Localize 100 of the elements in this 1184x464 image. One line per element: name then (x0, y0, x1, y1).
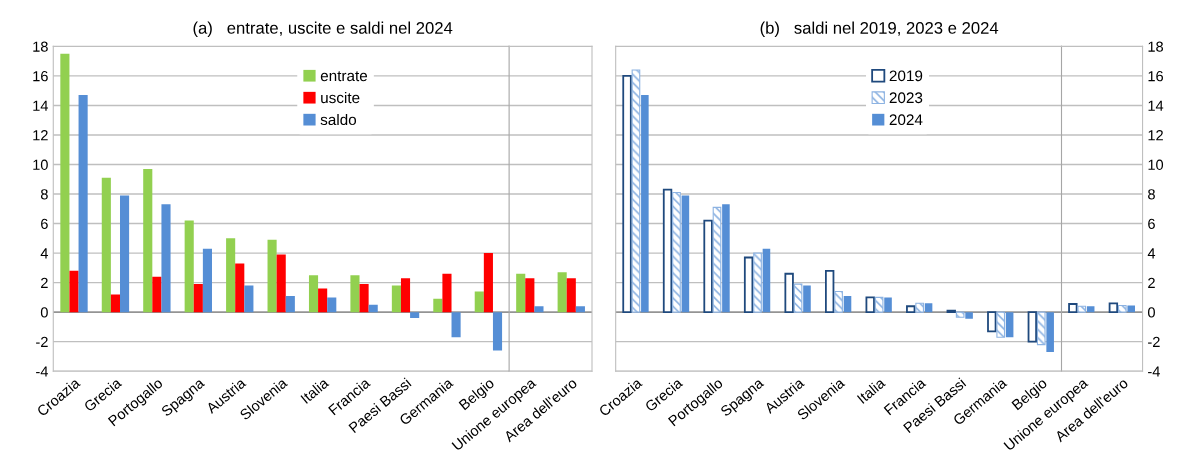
bar (143, 168, 153, 313)
y-tick-label: 12 (33, 130, 48, 141)
bar (1036, 311, 1046, 346)
y-tick-label: 6 (41, 218, 48, 229)
bar (516, 273, 526, 313)
legend-label: uscite (321, 91, 360, 104)
bar (327, 297, 337, 313)
bar (267, 239, 277, 313)
bar (955, 311, 965, 318)
bar (622, 75, 632, 314)
bar (712, 206, 722, 313)
y-tick-label: 16 (1148, 71, 1163, 82)
bar (641, 95, 649, 313)
bar (834, 290, 843, 313)
y-tick-label: 2 (1148, 277, 1155, 288)
bar (226, 238, 236, 313)
bar (703, 219, 713, 314)
y-tick-label: 0 (40, 307, 48, 318)
bar (824, 269, 835, 314)
y-tick-label: 2 (41, 277, 48, 288)
bar (152, 276, 162, 313)
bar (631, 69, 641, 313)
y-tick-label: 0 (1147, 307, 1155, 318)
bar (1046, 312, 1054, 353)
bar (965, 312, 973, 319)
legend-label: saldo (320, 113, 357, 126)
bar (78, 95, 88, 313)
legend-label: entrate (320, 71, 368, 82)
y-tick-label: 10 (1148, 159, 1164, 170)
y-tick-label: 12 (1148, 130, 1163, 141)
bar (884, 297, 892, 313)
legend-label: 2023 (889, 92, 923, 104)
bar (874, 296, 884, 313)
bar (350, 275, 360, 313)
bar (987, 311, 997, 333)
bar (525, 278, 535, 313)
bar (865, 296, 875, 314)
y-tick-label: 6 (1148, 218, 1155, 229)
bar (285, 295, 295, 313)
bar (276, 254, 286, 313)
bar (762, 248, 771, 313)
bar (534, 306, 544, 313)
bar (662, 188, 673, 314)
bar (474, 291, 484, 313)
y-tick-label: 8 (1148, 189, 1155, 200)
bar (924, 303, 933, 313)
x-tick-label: Italia (856, 376, 887, 404)
bar (400, 278, 411, 313)
bar (803, 285, 811, 313)
bar (368, 304, 378, 313)
y-tick-label: 18 (1148, 41, 1164, 52)
bar (492, 312, 503, 351)
bar (1027, 311, 1038, 343)
bar (120, 195, 130, 313)
bar (681, 195, 690, 313)
bar (244, 285, 254, 313)
legend-label: 2024 (889, 114, 923, 126)
bar (906, 305, 916, 314)
y-tick-label: -4 (1148, 366, 1160, 377)
y-tick-label: -4 (36, 366, 48, 377)
y-tick-label: 10 (33, 159, 48, 170)
bar (996, 311, 1006, 338)
x-tick-label: Italia (300, 376, 330, 404)
bar (442, 273, 452, 313)
bar (915, 302, 924, 313)
bar (193, 284, 203, 313)
bar (722, 204, 730, 313)
legend-label: 2019 (889, 70, 923, 82)
bar (575, 306, 585, 313)
bar (359, 284, 369, 313)
bar (101, 177, 111, 313)
bar (557, 272, 567, 313)
y-tick-label: -2 (36, 336, 48, 347)
bar (69, 270, 79, 313)
bar (184, 220, 194, 313)
bar (843, 295, 852, 313)
bar (235, 263, 245, 313)
y-tick-label: -2 (1148, 336, 1160, 347)
bar (60, 53, 70, 313)
bar (308, 275, 319, 313)
bar (391, 285, 401, 313)
bar (672, 192, 681, 313)
bar (753, 252, 762, 313)
bar (1005, 312, 1014, 338)
bar (483, 253, 493, 313)
bar (202, 248, 212, 313)
y-tick-label: 14 (33, 100, 48, 111)
y-tick-label: 4 (1147, 248, 1156, 259)
chart-title: (b) saldi nel 2019, 2023 e 2024 (760, 21, 999, 38)
bar (451, 312, 461, 338)
y-tick-label: 8 (40, 189, 48, 200)
bar (433, 298, 443, 313)
bar (566, 278, 576, 313)
y-tick-label: 16 (33, 71, 48, 82)
bar (110, 294, 120, 313)
bar (793, 283, 803, 313)
bar (161, 204, 171, 313)
bar (318, 288, 328, 313)
y-tick-label: 4 (40, 248, 48, 259)
y-tick-label: 18 (33, 41, 48, 52)
